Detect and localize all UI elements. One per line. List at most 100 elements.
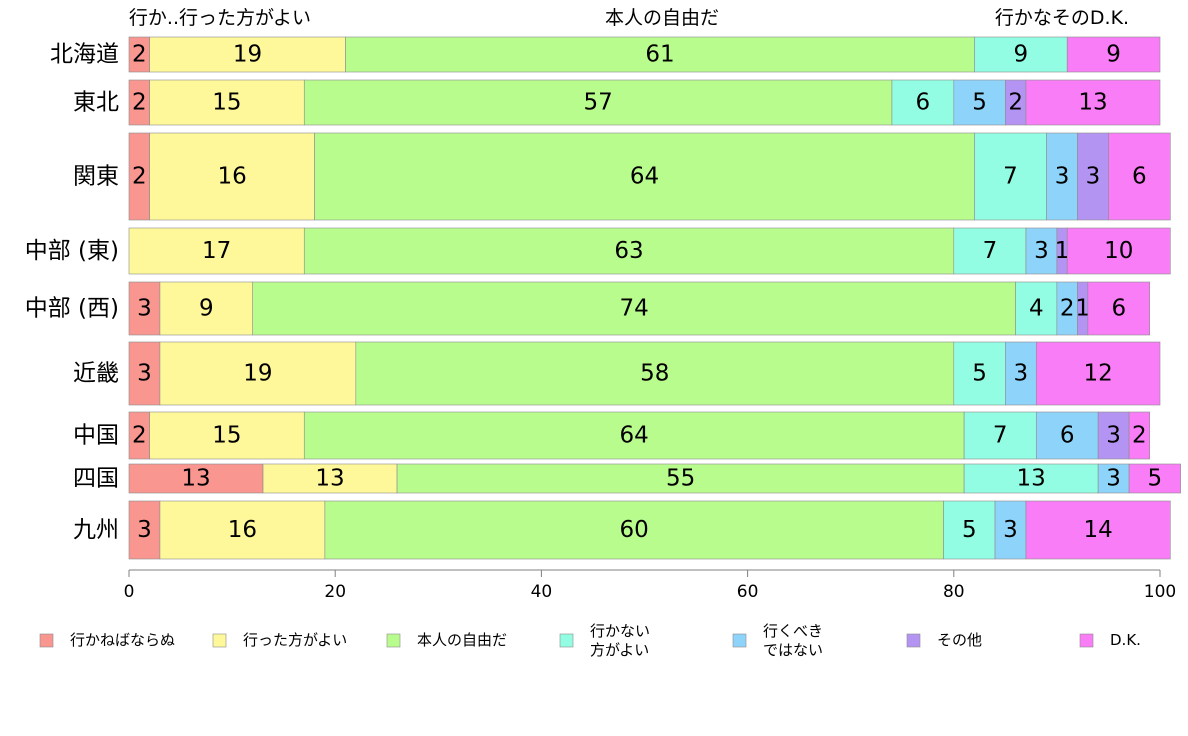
bar-segment xyxy=(953,227,1027,275)
bar-segment xyxy=(1005,341,1037,406)
legend-swatch xyxy=(559,633,574,648)
data-label: 3 xyxy=(1086,164,1101,190)
bar-row: 2 15 64 7 6 3 2 xyxy=(128,411,1150,460)
bar-segment xyxy=(149,411,305,460)
bar-segment xyxy=(128,281,161,336)
category-label: 関東 xyxy=(73,164,119,190)
data-label: 6 xyxy=(916,90,931,116)
data-label: 55 xyxy=(666,466,695,492)
legend-swatch xyxy=(39,633,54,648)
x-tick-label: 60 xyxy=(737,582,759,602)
bar-segment xyxy=(994,500,1027,560)
data-label: 14 xyxy=(1083,517,1112,543)
x-tick-label: 20 xyxy=(324,582,346,602)
data-label: 10 xyxy=(1104,238,1133,264)
legend-swatch xyxy=(212,633,227,648)
bar-segment xyxy=(1046,132,1078,221)
bar-segment xyxy=(149,132,315,221)
data-label: 16 xyxy=(228,517,257,543)
bar-segment xyxy=(1035,341,1161,406)
bar-segment xyxy=(891,79,955,126)
bar-segment xyxy=(1066,227,1171,275)
bar-segment xyxy=(149,36,346,73)
data-label: 1 xyxy=(1055,238,1070,264)
data-label: 4 xyxy=(1029,296,1044,322)
data-label: 16 xyxy=(217,164,246,190)
bar-row: 3 9 74 4 2 1 6 xyxy=(128,281,1150,336)
data-label: 9 xyxy=(1106,42,1121,68)
data-label: 19 xyxy=(233,42,262,68)
legend-label: 行った方がよい xyxy=(243,631,347,649)
data-label: 5 xyxy=(972,90,987,116)
legend-item: その他 xyxy=(906,631,982,649)
data-label: 13 xyxy=(181,466,210,492)
data-label: 2 xyxy=(132,90,147,116)
data-label: 3 xyxy=(137,296,152,322)
data-label: 2 xyxy=(1060,296,1075,322)
data-label: 13 xyxy=(1078,90,1107,116)
data-label: 6 xyxy=(1132,164,1147,190)
bar-segment xyxy=(1128,411,1150,460)
bar-segment xyxy=(128,227,305,275)
column-label: 行か..行った方がよい xyxy=(129,7,311,29)
data-label: 15 xyxy=(212,423,241,449)
bar-segment xyxy=(149,79,305,126)
data-label: 3 xyxy=(1013,361,1028,387)
bar-segment xyxy=(159,500,326,560)
data-label: 5 xyxy=(962,517,977,543)
data-label: 3 xyxy=(1106,423,1121,449)
bar-segment xyxy=(1128,463,1181,494)
data-label: 60 xyxy=(620,517,649,543)
data-label: 58 xyxy=(640,361,669,387)
legend-label: D.K. xyxy=(1110,631,1141,649)
data-label: 9 xyxy=(1013,42,1028,68)
column-label: 本人の自由だ xyxy=(605,7,719,29)
data-label: 63 xyxy=(614,238,643,264)
bar-segment xyxy=(1097,411,1130,460)
data-label: 12 xyxy=(1083,361,1112,387)
bar-segment xyxy=(128,341,161,406)
bar-segment xyxy=(262,463,398,494)
data-label: 3 xyxy=(137,517,152,543)
x-tick-label: 80 xyxy=(943,582,965,602)
bar-segment xyxy=(314,132,975,221)
bar-row: 2 15 57 6 5 2 13 xyxy=(128,79,1161,126)
category-label: 中部 (東) xyxy=(25,238,119,264)
data-label: 6 xyxy=(1060,423,1075,449)
legend-swatch xyxy=(906,633,921,648)
bar-segment xyxy=(1097,463,1130,494)
bar-row: 2 16 64 7 3 3 6 xyxy=(128,132,1171,221)
bar-segment xyxy=(974,132,1047,221)
category-label: 近畿 xyxy=(73,361,119,387)
bar-row: 3 19 58 5 3 12 xyxy=(128,341,1161,406)
bar-segment xyxy=(974,36,1068,73)
data-label: 7 xyxy=(1003,164,1018,190)
bar-row: 3 16 60 5 3 14 xyxy=(128,500,1171,560)
legend-item: 行った方がよい xyxy=(212,631,347,649)
bar-segment xyxy=(1087,281,1150,336)
category-label: 中国 xyxy=(73,423,119,449)
data-label: 7 xyxy=(993,423,1008,449)
bar-segment xyxy=(303,79,893,126)
data-label: 61 xyxy=(645,42,674,68)
data-label: 3 xyxy=(1034,238,1049,264)
category-label: 四国 xyxy=(73,466,119,492)
category-label: 東北 xyxy=(73,90,119,116)
legend-item: 行かない方がよい xyxy=(559,622,650,659)
legend-item: 行くべきではない xyxy=(732,622,823,659)
category-label: 九州 xyxy=(73,517,119,543)
data-label: 57 xyxy=(583,90,612,116)
bar-segment xyxy=(252,281,1016,336)
bar-segment xyxy=(953,341,1006,406)
x-tick-label: 100 xyxy=(1144,582,1176,602)
legend-swatch xyxy=(732,633,747,648)
legend-label: 行かねばならぬ xyxy=(70,631,175,649)
legend-swatch xyxy=(1079,633,1094,648)
bar-segment xyxy=(324,500,944,560)
data-label: 9 xyxy=(199,296,214,322)
bar-segment xyxy=(953,79,1006,126)
data-label: 6 xyxy=(1111,296,1126,322)
data-label: 2 xyxy=(1132,423,1147,449)
bar-segment xyxy=(963,411,1037,460)
bar-segment xyxy=(303,411,965,460)
